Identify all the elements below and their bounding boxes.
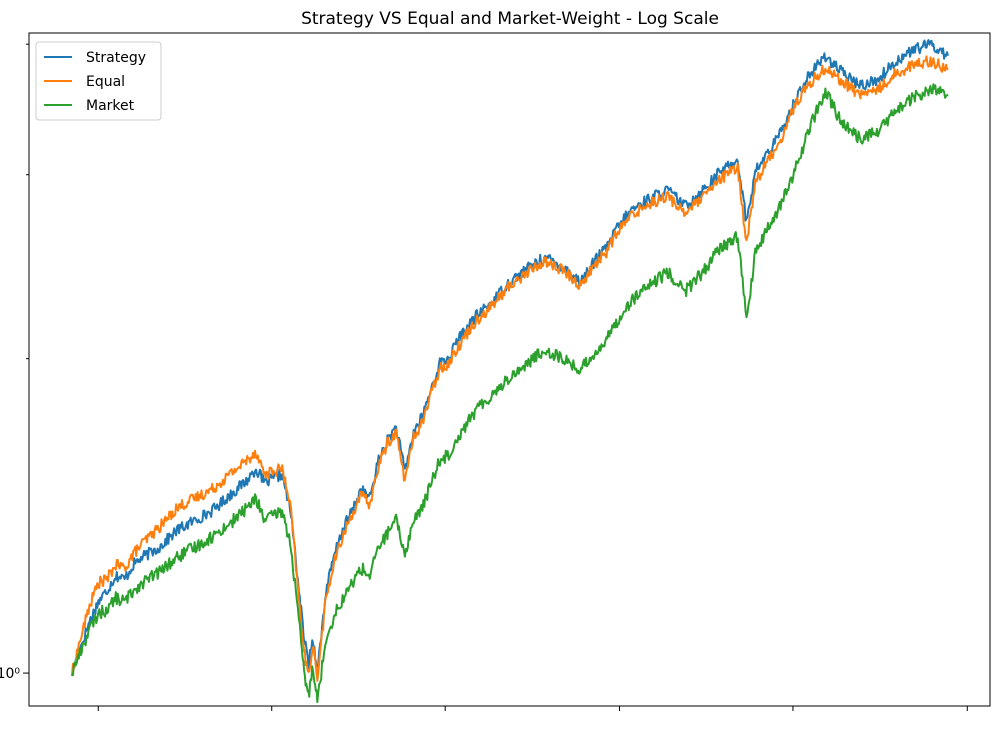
series-layer xyxy=(71,39,949,704)
series-line-market xyxy=(71,83,949,704)
x-axis-ticks xyxy=(97,706,968,711)
y-axis-ticks: 10⁰ xyxy=(0,43,29,682)
chart-title: Strategy VS Equal and Market-Weight - Lo… xyxy=(301,9,719,29)
legend-box xyxy=(35,41,162,121)
y-tick-label: 10⁰ xyxy=(0,666,20,682)
legend-label-equal: Equal xyxy=(86,74,125,90)
series-line-equal xyxy=(71,55,949,682)
plot-area-frame xyxy=(28,32,991,707)
legend-label-market: Market xyxy=(86,98,135,114)
series-line-strategy xyxy=(71,39,949,680)
legend: Strategy Equal Market xyxy=(35,41,162,121)
legend-label-strategy: Strategy xyxy=(86,50,146,66)
